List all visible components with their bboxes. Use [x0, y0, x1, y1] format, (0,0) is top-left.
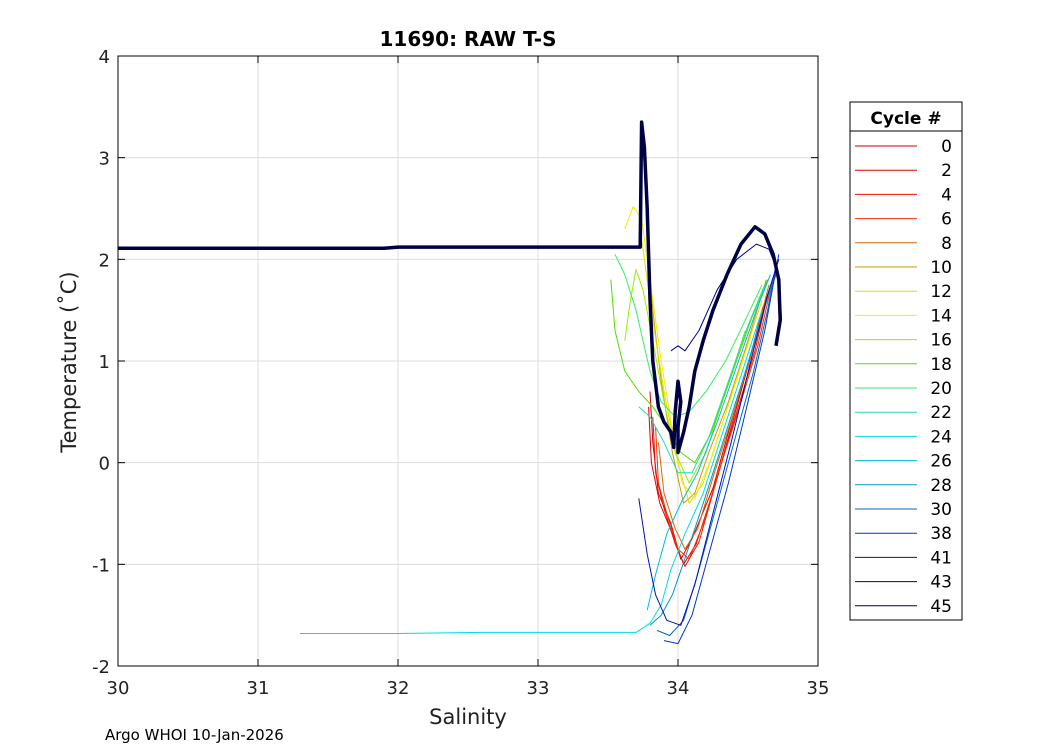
- legend-label-cycle-12: 12: [930, 282, 952, 302]
- x-tick-label: 32: [387, 678, 410, 699]
- x-tick-label: 35: [807, 678, 830, 699]
- legend-label-cycle-20: 20: [930, 379, 952, 399]
- legend-label-cycle-8: 8: [941, 234, 952, 254]
- legend-label-cycle-41: 41: [930, 548, 952, 568]
- legend-label-cycle-14: 14: [930, 306, 952, 326]
- y-tick-label: -1: [92, 555, 110, 576]
- series-line-cycle-8: [657, 284, 770, 550]
- legend-title: Cycle #: [870, 109, 941, 129]
- legend-label-cycle-18: 18: [930, 355, 952, 375]
- footer-credit: Argo WHOI 10-Jan-2026: [105, 726, 284, 744]
- grid: [118, 56, 818, 666]
- series-line-cycle-45: [118, 120, 782, 455]
- legend-label-cycle-43: 43: [930, 573, 952, 593]
- series-line-cycle-6: [655, 289, 771, 560]
- series-line-cycle-41: [638, 259, 780, 626]
- legend-label-cycle-22: 22: [930, 403, 952, 423]
- legend-label-cycle-24: 24: [930, 427, 952, 447]
- x-tick-label: 34: [667, 678, 690, 699]
- y-tick-label: 1: [99, 352, 110, 373]
- legend-label-cycle-26: 26: [930, 452, 952, 472]
- series-line-cycle-16: [624, 269, 746, 484]
- series-line-cycle-18: [610, 279, 769, 464]
- series-line-cycle-38: [663, 254, 780, 645]
- plot-lines: [118, 120, 783, 645]
- x-axis-label: Salinity: [429, 705, 507, 729]
- series-line-cycle-30: [656, 264, 777, 636]
- legend-label-cycle-0: 0: [941, 137, 952, 157]
- series-line-cycle-28: [649, 279, 774, 626]
- legend-label-cycle-38: 38: [930, 524, 952, 544]
- legend-label-cycle-6: 6: [941, 210, 952, 230]
- y-tick-label: -2: [92, 657, 110, 678]
- series-line-cycle-22: [638, 284, 766, 474]
- legend-label-cycle-45: 45: [930, 597, 952, 617]
- legend-label-cycle-2: 2: [941, 161, 952, 181]
- legend-label-cycle-28: 28: [930, 476, 952, 496]
- y-tick-label: 3: [99, 149, 110, 170]
- y-tick-label: 4: [99, 47, 110, 68]
- series-line-cycle-26: [646, 274, 771, 611]
- legend-label-cycle-30: 30: [930, 500, 952, 520]
- y-tick-label: 2: [99, 250, 110, 271]
- legend-label-cycle-10: 10: [930, 258, 952, 278]
- legend: Cycle # 02468101214161820222426283038414…: [849, 101, 963, 621]
- series-line-cycle-24: [300, 310, 763, 634]
- legend-label-cycle-16: 16: [930, 331, 952, 351]
- x-tick-label: 31: [247, 678, 270, 699]
- series-line-cycle-43: [670, 243, 783, 352]
- y-tick-label: 0: [99, 454, 110, 475]
- x-tick-label: 30: [107, 678, 130, 699]
- chart-title: 11690: RAW T-S: [380, 27, 557, 51]
- legend-label-cycle-4: 4: [941, 185, 952, 205]
- series-line-cycle-14: [624, 206, 752, 499]
- x-tick-label: 33: [527, 678, 550, 699]
- y-axis-label: Temperature (˚C): [57, 271, 81, 453]
